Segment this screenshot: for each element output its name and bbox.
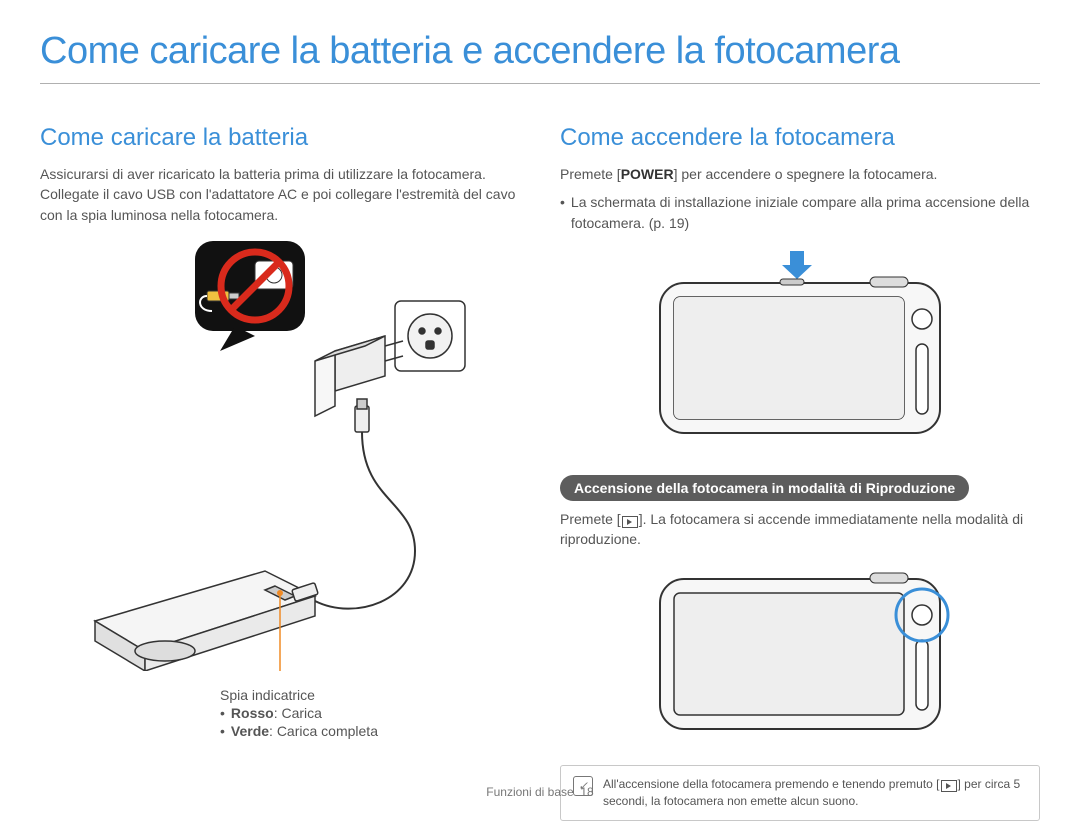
section-heading-charge: Come caricare la batteria [40,124,520,152]
indicator-green-rest: : Carica completa [269,723,378,739]
section-heading-power: Come accendere la fotocamera [560,124,1040,152]
indicator-red-strong: Rosso [231,705,274,721]
charger-diagram-svg [55,241,505,671]
page-footer: Funzioni di base 18 [0,785,1080,799]
power-button-label: POWER [621,166,674,182]
footer-page-number: 18 [580,785,593,799]
power-bullet1-text: La schermata di installazione iniziale c… [571,192,1040,233]
playback-mode-badge: Accensione della fotocamera in modalità … [560,475,969,501]
camera-power-illustration [560,249,1040,439]
power-line1-post: ] per accendere o spegnere la fotocamera… [674,166,938,182]
camera-back-svg-1 [620,249,980,439]
camera-back-svg-2 [620,565,980,745]
power-line1-pre: Premete [ [560,166,621,182]
camera-playback-illustration [560,565,1040,745]
indicator-red-rest: : Carica [274,705,322,721]
power-bullet1: • La schermata di installazione iniziale… [560,192,1040,233]
footer-label: Funzioni di base [486,785,573,799]
playback-line: Premete []. La fotocamera si accende imm… [560,509,1040,550]
content-columns: Come caricare la batteria Assicurarsi di… [40,124,1040,821]
indicator-callout: Spia indicatrice • Rosso: Carica • Verde… [220,687,520,739]
indicator-red: • Rosso: Carica [220,705,520,721]
charge-instructions: Assicurarsi di aver ricaricato la batter… [40,164,520,225]
indicator-green: • Verde: Carica completa [220,723,520,739]
left-column: Come caricare la batteria Assicurarsi di… [40,124,520,821]
page-title: Come caricare la batteria e accendere la… [40,30,1040,84]
power-line1: Premete [POWER] per accendere o spegnere… [560,164,1040,184]
playback-line-pre: Premete [ [560,511,621,527]
indicator-green-strong: Verde [231,723,269,739]
playback-icon [622,516,638,528]
right-column: Come accendere la fotocamera Premete [PO… [560,124,1040,821]
indicator-label: Spia indicatrice [220,687,520,703]
charging-illustration [40,241,520,671]
